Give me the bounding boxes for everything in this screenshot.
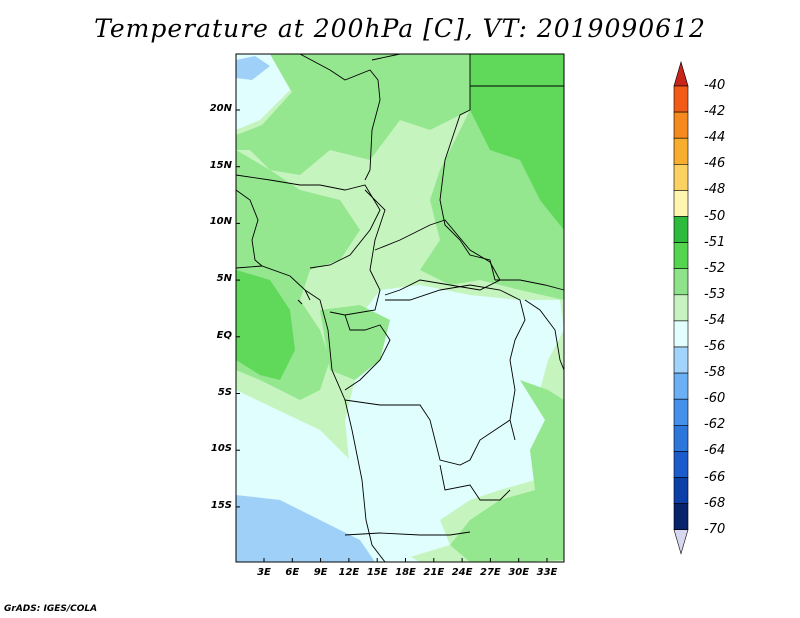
y-label-15s: 15S: [210, 499, 232, 511]
border-gulf-islands: [297, 289, 311, 305]
border-chad-sudan: [439, 54, 496, 281]
y-label-10s: 10S: [210, 443, 232, 455]
x-label-18e: 18E: [395, 567, 416, 578]
credit-text: GrADS: IGES/COLA: [4, 604, 98, 614]
colorbar-label-10: -56: [704, 339, 726, 354]
colorbar-swatch-8: [673, 268, 689, 296]
border-angola-zambia: [439, 464, 511, 501]
border-congo: [344, 314, 391, 391]
field-minus53-center: [320, 305, 390, 380]
x-label-6e: 6E: [285, 567, 300, 578]
border-car: [374, 219, 501, 296]
colorbar-swatch-9: [673, 294, 689, 322]
x-label-21e: 21E: [423, 567, 445, 578]
x-label-3e: 3E: [257, 567, 271, 578]
map-title: Temperature at 200hPa [C], VT: 201909061…: [94, 14, 706, 43]
border-uganda-kenya: [524, 299, 565, 371]
colorbar-label-13: -62: [704, 417, 726, 433]
colorbar-label-15: -66: [704, 469, 726, 485]
x-label-9e: 9E: [313, 567, 328, 578]
border-drc-north: [385, 284, 526, 341]
field-minus58-region: [236, 495, 375, 562]
colorbar-swatch-4: [673, 164, 689, 191]
field-minus53-north: [236, 54, 470, 175]
x-label-24e: 24E: [451, 567, 473, 578]
y-label-5s: 5S: [217, 386, 232, 398]
x-label-30e: 30E: [508, 567, 530, 578]
border-nigeria: [235, 174, 381, 269]
y-label-eq: EQ: [216, 329, 232, 341]
border-niger-chad: [299, 53, 381, 181]
colorbar-label-11: -58: [704, 365, 726, 381]
y-axis-ticks: [236, 109, 240, 508]
colorbar-swatch-2: [673, 111, 689, 139]
colorbar-swatch-12: [673, 372, 689, 400]
colorbar-swatch-5: [673, 190, 689, 217]
colorbar-swatch-7: [673, 242, 689, 270]
colorbar-label-0: -40: [704, 78, 726, 93]
y-label-10n: 10N: [209, 216, 232, 228]
colorbar-label-5: -50: [704, 208, 726, 224]
colorbar-swatch-11: [673, 346, 689, 374]
colorbar-top-arrow: [673, 60, 689, 87]
colorbar-label-3: -46: [704, 156, 726, 172]
field-minus52-west: [236, 270, 295, 380]
x-label-33e: 33E: [536, 567, 558, 578]
colorbar-label-14: -64: [704, 443, 726, 459]
colorbar-swatch-17: [673, 503, 689, 531]
field-minus58-patch: [236, 56, 270, 80]
country-borders: [235, 53, 565, 563]
y-label-15n: 15N: [209, 159, 232, 171]
border-angola-namibia: [344, 531, 471, 536]
colorbar-swatch-13: [673, 398, 689, 426]
border-libya: [371, 53, 564, 87]
map-frame: [235, 53, 565, 563]
field-minus56-central: [345, 285, 564, 560]
colorbar-label-1: -42: [704, 104, 726, 120]
x-label-15e: 15E: [366, 567, 388, 578]
x-label-12e: 12E: [338, 567, 360, 578]
colorbar: [673, 60, 689, 555]
colorbar-label-12: -60: [704, 391, 726, 407]
colorbar-swatch-16: [673, 477, 689, 504]
border-south-sudan: [495, 279, 565, 291]
colorbar-swatch-1: [673, 85, 689, 113]
border-drc-south: [344, 399, 511, 466]
colorbar-swatch-15: [673, 451, 689, 478]
coastline-west: [235, 265, 386, 563]
x-axis-ticks: [263, 558, 548, 562]
x-label-27e: 27E: [480, 567, 501, 578]
colorbar-label-6: -51: [704, 234, 726, 250]
border-east-lakes: [509, 339, 516, 441]
colorbar-swatch-6: [673, 216, 689, 243]
temperature-fields: [236, 54, 564, 562]
colorbar-swatch-14: [673, 424, 689, 452]
colorbar-label-8: -53: [704, 286, 726, 302]
y-label-5n: 5N: [216, 273, 232, 285]
border-cameroon: [329, 189, 386, 316]
colorbar-label-4: -48: [704, 182, 726, 198]
colorbar-label-2: -44: [704, 130, 726, 146]
colorbar-label-9: -54: [704, 312, 726, 328]
field-minus52-northeast: [470, 54, 564, 230]
colorbar-label-16: -68: [704, 495, 726, 511]
field-minus53-east: [450, 380, 564, 562]
colorbar-bottom-arrow: [673, 529, 689, 555]
y-label-20n: 20N: [209, 103, 232, 114]
colorbar-label-7: -52: [704, 260, 726, 276]
colorbar-swatch-3: [673, 137, 689, 165]
border-west-small: [235, 189, 263, 267]
colorbar-swatch-10: [673, 320, 689, 348]
colorbar-label-17: -70: [704, 521, 726, 537]
